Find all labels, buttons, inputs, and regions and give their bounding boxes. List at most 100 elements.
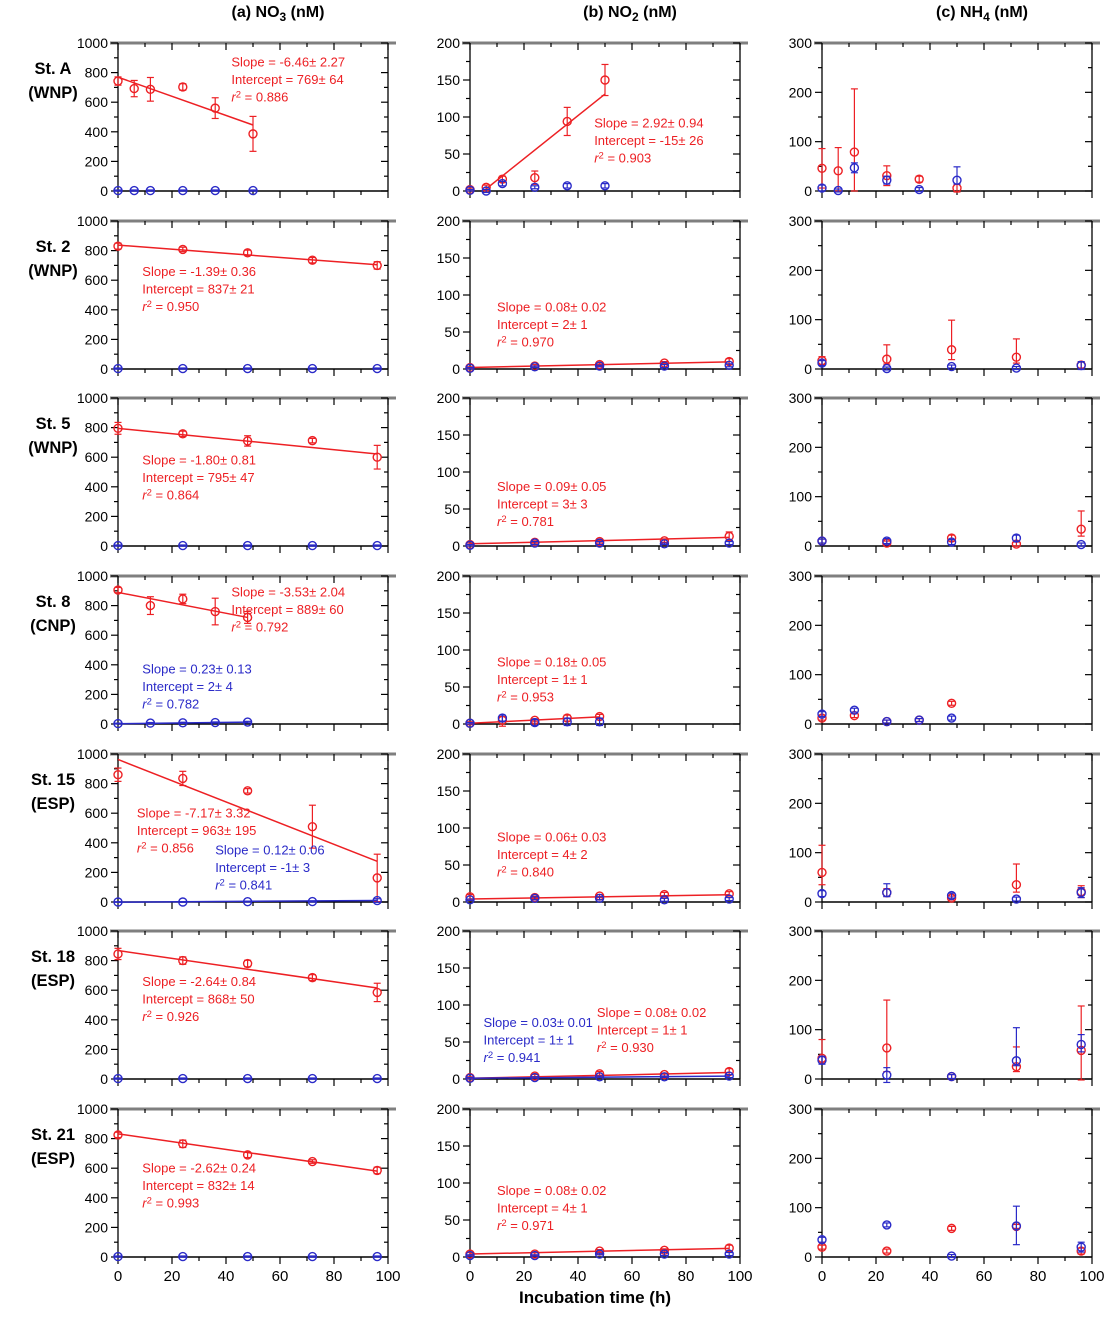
row-label-st8: St. 8 (CNP)	[30, 593, 76, 635]
regression-stats-line: r2 = 0.953	[497, 689, 554, 704]
y-tick-label: 0	[804, 716, 812, 732]
blue-data-point	[817, 536, 827, 546]
blue-data-point	[882, 1070, 892, 1080]
red-data-point	[724, 531, 734, 542]
y-tick-label: 300	[789, 35, 813, 51]
y-tick-label: 800	[85, 953, 109, 969]
red-data-point	[113, 770, 123, 780]
red-data-point	[242, 786, 253, 796]
blue-data-point	[914, 715, 924, 725]
blue-data-point	[113, 540, 123, 551]
y-tick-label: 0	[804, 894, 812, 910]
x-tick-label: 60	[624, 1268, 641, 1285]
panel-row2-b: 0 50 100 150 200 Slope = 0.08± 0.02 Intercept …	[437, 213, 748, 377]
blue-data-point	[946, 1251, 957, 1261]
x-tick-label: 0	[818, 1268, 826, 1285]
x-tick-label: 60	[272, 1268, 289, 1285]
y-tick-label: 100	[437, 997, 461, 1013]
blue-data-point	[659, 895, 670, 905]
red-data-point	[914, 174, 924, 184]
y-tick-label: 200	[85, 508, 109, 524]
y-tick-label: 200	[437, 923, 461, 939]
y-tick-label: 0	[100, 716, 108, 732]
y-tick-label: 600	[85, 805, 109, 821]
regression-stats-line: Slope = 0.06± 0.03	[497, 829, 606, 844]
blue-data-point	[497, 178, 508, 189]
blue-data-point	[481, 186, 491, 196]
y-tick-label: 400	[85, 302, 109, 318]
y-tick-label: 0	[100, 361, 108, 377]
regression-stats-line: r2 = 0.841	[215, 878, 272, 893]
panel-row1-c: 0 100 200 300	[789, 35, 1100, 199]
y-tick-label: 400	[85, 479, 109, 495]
y-tick-label: 150	[437, 605, 461, 621]
blue-data-point	[659, 361, 670, 371]
y-tick-label: 100	[789, 134, 813, 150]
column-title-c: (c) NH4 (nM)	[936, 4, 1028, 25]
red-data-point	[145, 84, 156, 95]
blue-data-point	[849, 705, 860, 715]
y-tick-label: 0	[804, 538, 812, 554]
regression-stats-line: Intercept = 889± 60	[231, 602, 343, 617]
panel-row4-b: 0 50 100 150 200 Slope = 0.18± 0.05 Intercept …	[437, 568, 748, 732]
blue-data-point	[242, 363, 253, 374]
column-title-c-text: (c) NH	[936, 4, 984, 21]
y-tick-label: 150	[437, 960, 461, 976]
blue-data-point	[659, 1249, 670, 1259]
blue-data-point	[178, 185, 188, 196]
x-tick-label: 80	[678, 1268, 695, 1285]
y-tick-label: 200	[85, 1219, 109, 1235]
y-tick-label: 0	[804, 183, 812, 199]
blue-data-point	[145, 718, 156, 728]
panel-row7-c: 0 20 40 60 80 100 0 100 200 300	[789, 1101, 1105, 1285]
blue-data-point	[530, 182, 540, 193]
y-tick-label: 0	[100, 183, 108, 199]
row-label-sta: St. A (WNP)	[28, 60, 78, 102]
blue-data-point	[242, 1073, 253, 1084]
blue-data-point	[530, 717, 540, 728]
red-data-point	[562, 116, 572, 127]
blue-data-point	[465, 363, 475, 373]
red-data-point	[145, 600, 156, 611]
regression-stats-line: Intercept = 4± 2	[497, 847, 588, 862]
y-tick-label: 600	[85, 1160, 109, 1176]
red-data-point	[210, 606, 220, 617]
blue-data-point	[562, 181, 572, 191]
blue-data-point	[530, 362, 540, 372]
regression-stats-line: Intercept = 1± 1	[597, 1022, 688, 1037]
blue-data-point	[817, 888, 827, 899]
y-tick-label: 1000	[77, 568, 108, 584]
regression-stats-line: Intercept = 3± 3	[497, 497, 588, 512]
regression-stats-line: r2 = 0.886	[231, 90, 288, 105]
y-tick-label: 600	[85, 627, 109, 643]
blue-data-point	[372, 1251, 382, 1262]
y-tick-label: 400	[85, 1012, 109, 1028]
red-data-point	[178, 773, 188, 784]
blue-data-point	[1011, 1221, 1022, 1231]
blue-data-point	[946, 361, 957, 372]
y-tick-label: 200	[437, 1101, 461, 1117]
y-tick-label: 150	[437, 427, 461, 443]
blue-data-point	[530, 538, 540, 548]
blue-data-point	[952, 175, 962, 185]
red-data-point	[242, 958, 253, 969]
y-tick-label: 0	[100, 894, 108, 910]
blue-data-point	[1011, 894, 1022, 904]
x-tick-label: 80	[326, 1268, 343, 1285]
panel-row3-b: 0 50 100 150 200 Slope = 0.09± 0.05 Intercept …	[437, 390, 748, 554]
blue-data-point	[372, 540, 382, 551]
regression-stats-line: Intercept = 832± 14	[142, 1178, 254, 1193]
blue-data-point	[724, 1071, 734, 1081]
y-tick-label: 600	[85, 94, 109, 110]
y-tick-label: 0	[452, 361, 460, 377]
y-tick-label: 50	[444, 1034, 460, 1050]
blue-data-point	[465, 1250, 475, 1261]
y-tick-label: 200	[789, 795, 813, 811]
blue-data-point	[129, 185, 139, 196]
panel-row4-c: 0 100 200 300	[789, 568, 1100, 732]
y-tick-label: 1000	[77, 35, 108, 51]
y-tick-label: 100	[789, 667, 813, 683]
y-tick-label: 100	[437, 820, 461, 836]
blue-data-point	[882, 536, 892, 546]
red-data-point	[946, 345, 957, 355]
